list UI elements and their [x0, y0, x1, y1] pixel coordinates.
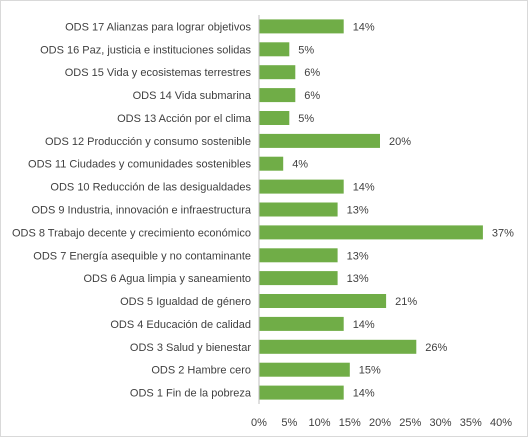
data-label: 15% — [359, 365, 381, 377]
tick-labels-group: 0% 5% 10% 15% 20% 25% 30% 35% 40% — [251, 417, 512, 429]
category-label: ODS 17 Alianzas para lograr objetivos — [65, 21, 251, 33]
bar — [259, 156, 284, 171]
bar — [259, 316, 344, 331]
category-label: ODS 14 Vida submarina — [133, 90, 252, 102]
category-label: ODS 9 Industria, innovación e infraestru… — [31, 205, 251, 217]
data-label: 5% — [298, 44, 314, 56]
bars-group — [259, 19, 483, 400]
category-label: ODS 12 Producción y consumo sostenible — [45, 136, 251, 148]
category-label: ODS 10 Reducción de las desigualdades — [50, 182, 251, 194]
bar — [259, 225, 483, 240]
data-labels-group: 14% 5% 6% 6% 5% 20% 4% 14% 13% 37% 13% 13% 21% 14% 26%… — [292, 21, 514, 399]
data-label: 37% — [492, 227, 514, 239]
data-label: 13% — [347, 273, 369, 285]
data-label: 4% — [292, 159, 308, 171]
category-label: ODS 13 Acción por el clima — [117, 113, 252, 125]
category-label: ODS 4 Educación de calidad — [110, 319, 251, 331]
x-tick-label: 35% — [460, 417, 482, 429]
bar — [259, 88, 296, 103]
data-label: 6% — [304, 90, 320, 102]
bar — [259, 385, 344, 400]
data-label: 26% — [425, 342, 447, 354]
bar — [259, 65, 296, 80]
data-label: 14% — [353, 182, 375, 194]
bar — [259, 362, 350, 377]
category-label: ODS 7 Energía asequible y no contaminant… — [33, 250, 251, 262]
category-label: ODS 3 Salud y bienestar — [130, 342, 251, 354]
bar — [259, 42, 290, 57]
data-label: 6% — [304, 67, 320, 79]
category-label: ODS 8 Trabajo decente y crecimiento econ… — [12, 227, 251, 239]
data-label: 14% — [353, 319, 375, 331]
x-tick-label: 10% — [308, 417, 330, 429]
bar — [259, 133, 380, 148]
category-label: ODS 11 Ciudades y comunidades sostenible… — [28, 159, 251, 171]
x-tick-label: 5% — [281, 417, 297, 429]
x-tick-label: 15% — [339, 417, 361, 429]
bar — [259, 179, 344, 194]
x-tick-label: 20% — [369, 417, 391, 429]
x-tick-label: 30% — [429, 417, 451, 429]
bar — [259, 339, 417, 354]
data-label: 20% — [389, 136, 411, 148]
x-tick-label: 0% — [251, 417, 267, 429]
data-label: 13% — [347, 250, 369, 262]
bar — [259, 271, 338, 286]
data-label: 5% — [298, 113, 314, 125]
bar — [259, 248, 338, 263]
category-label: ODS 1 Fin de la pobreza — [130, 388, 252, 400]
x-tick-label: 40% — [490, 417, 512, 429]
bar — [259, 294, 387, 308]
data-label: 14% — [353, 388, 375, 400]
category-label: ODS 2 Hambre cero — [151, 365, 251, 377]
data-label: 13% — [347, 205, 369, 217]
x-tick-label: 25% — [399, 417, 421, 429]
category-label: ODS 6 Agua limpia y saneamiento — [83, 273, 251, 285]
bar — [259, 19, 344, 34]
category-labels-group: ODS 17 Alianzas para lograr objetivos ODS… — [12, 21, 252, 399]
category-label: ODS 16 Paz, justicia e instituciones sol… — [40, 44, 251, 56]
category-label: ODS 15 Vida y ecosistemas terrestres — [65, 67, 252, 79]
bar — [259, 111, 290, 125]
data-label: 14% — [353, 21, 375, 33]
bar — [259, 202, 338, 217]
category-label: ODS 5 Igualdad de género — [120, 296, 251, 308]
data-label: 21% — [395, 296, 417, 308]
